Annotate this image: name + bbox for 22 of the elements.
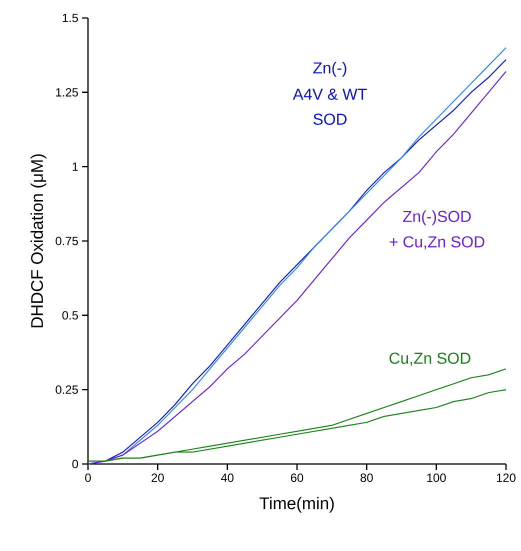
y-axis-title: DHDCF Oxidation (μM) — [30, 154, 46, 328]
x-tick-label: 100 — [427, 474, 446, 482]
y-tick-label: 1 — [72, 162, 78, 171]
y-tick-label: 1.25 — [56, 88, 78, 97]
x-tick-label: 120 — [496, 474, 516, 482]
y-tick-label: 0.75 — [56, 236, 78, 246]
x-tick-label: 80 — [360, 474, 373, 482]
annotation: Cu,Zn SOD — [390, 352, 470, 366]
x-axis-title: Time(min) — [260, 496, 334, 513]
y-tick-label: 0.25 — [56, 385, 78, 394]
x-tick-label: 0 — [85, 474, 91, 482]
annotation: SOD — [313, 114, 347, 125]
y-tick-label: 0.5 — [62, 311, 78, 320]
y-tick-label: 0 — [72, 460, 78, 468]
annotation: A4V & WT — [292, 88, 367, 100]
x-tick-label: 20 — [152, 474, 164, 482]
annotation: + Cu,Zn SOD — [390, 236, 484, 250]
annotation: Zn(-)SOD — [403, 210, 471, 226]
x-tick-label: 60 — [290, 474, 304, 482]
x-tick-label: 40 — [220, 474, 234, 482]
annotation: Zn(-) — [313, 62, 346, 77]
y-tick-label: 1.5 — [62, 14, 78, 22]
